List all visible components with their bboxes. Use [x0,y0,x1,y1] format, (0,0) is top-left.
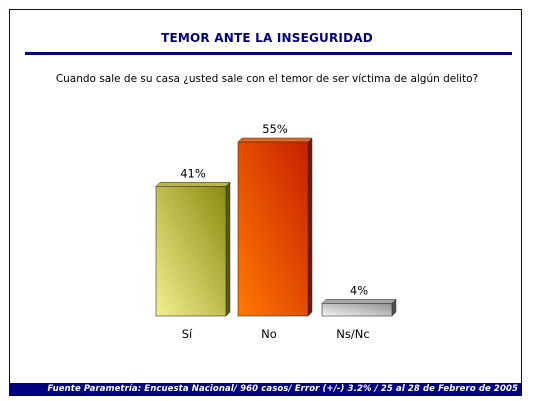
bar-top-face [155,182,231,187]
data-label: 41% [180,166,206,180]
category-label: Ns/Nc [336,327,369,341]
bar-3 [321,303,393,317]
data-label: 4% [350,283,368,297]
title-underline [25,52,512,55]
chart-title: TEMOR ANTE LA INSEGURIDAD [161,31,373,45]
bar-side-face [307,137,313,317]
bar-side-face [225,181,231,317]
bar-1 [155,185,227,317]
survey-question: Cuando sale de su casa ¿usted sale con e… [55,73,479,85]
bar-top-face [237,137,313,143]
bar-top-face [321,299,397,304]
data-label: 55% [262,122,288,136]
bar-marks: 41% Sí 55% No 4% Ns/Nc [155,122,397,341]
source-footer: Fuente Parametría: Encuesta Nacional/ 96… [9,383,522,396]
category-label: Sí [182,327,193,341]
source-note: Fuente Parametría: Encuesta Nacional/ 96… [47,384,518,394]
category-label: No [261,327,277,341]
bar-2 [237,141,309,317]
